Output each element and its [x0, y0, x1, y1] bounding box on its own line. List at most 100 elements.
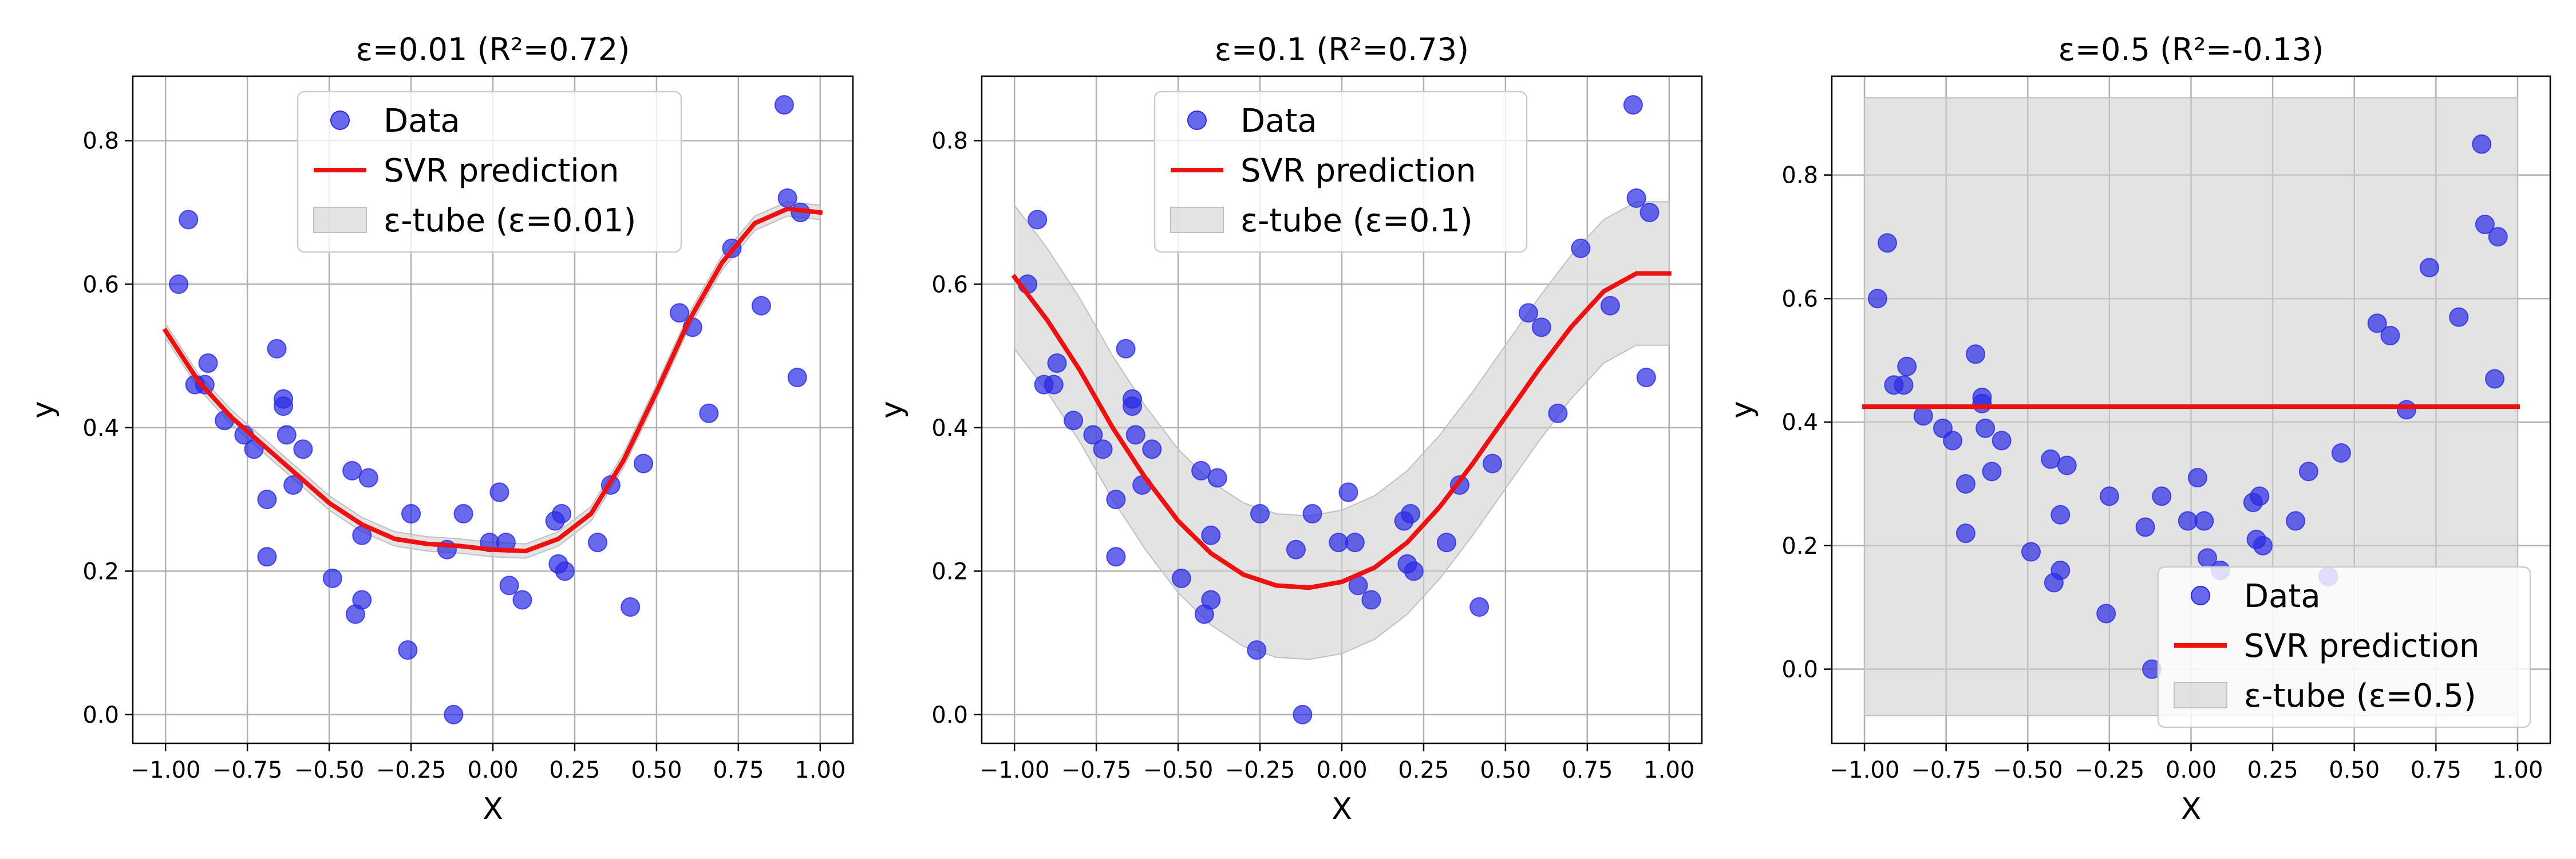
data-point [499, 576, 519, 596]
data-point [1972, 393, 1992, 413]
x-tick-label: 1.00 [795, 757, 846, 783]
data-point [2041, 449, 2061, 469]
data-point [342, 460, 362, 480]
data-point [2397, 400, 2416, 420]
legend: Data SVR prediction ε-tube (ε=0.1) [1153, 90, 1528, 253]
x-tick-label: −1.00 [131, 757, 201, 783]
chart-title: ε=0.5 (R²=-0.13) [2059, 31, 2324, 68]
svr-prediction-line [162, 206, 823, 554]
legend-label: Data [1240, 103, 1317, 140]
data-point [1338, 482, 1358, 502]
data-point [2449, 307, 2469, 327]
x-tick-label: −0.25 [2075, 757, 2145, 783]
data-point [1571, 238, 1591, 258]
legend-label: ε-tube (ε=0.01) [384, 202, 636, 239]
data-point [777, 188, 797, 208]
x-ticks: −1.00 −0.75 −0.50 −0.25 0.00 0.25 0.50 0.75 1.00 [131, 743, 846, 783]
data-point [358, 468, 378, 488]
chart-title: ε=0.01 (R²=0.72) [356, 31, 630, 68]
data-point [1207, 468, 1227, 488]
y-tick-label: 0.6 [931, 271, 968, 298]
legend-tube-swatch [2174, 682, 2227, 708]
y-tick-label: 0.6 [82, 271, 119, 298]
x-tick-label: 0.25 [2247, 757, 2298, 783]
x-tick-label: 0.00 [1316, 757, 1367, 783]
data-point [1044, 375, 1064, 395]
data-point [1302, 504, 1322, 524]
data-point [2050, 505, 2071, 525]
data-point [2331, 443, 2351, 463]
data-point [352, 590, 372, 610]
legend-data-marker [330, 111, 350, 130]
data-point [1436, 533, 1456, 553]
data-point [634, 454, 654, 474]
y-axis-label: y [26, 401, 60, 419]
data-point [1966, 344, 1985, 364]
data-point [322, 568, 342, 588]
x-axis-label: X [1332, 792, 1352, 826]
chart-panel-2: −1.00 −0.75 −0.50 −0.25 0.00 0.25 0.50 0.75 1.00… [875, 31, 1703, 826]
data-point [2485, 369, 2505, 389]
x-tick-label: −0.75 [212, 757, 283, 783]
data-point [2419, 258, 2439, 278]
y-tick-label: 0.8 [931, 128, 968, 155]
y-axis-label: y [875, 401, 909, 419]
y-ticks: 0.0 0.2 0.4 0.6 0.8 [1781, 163, 1832, 683]
data-point [293, 439, 313, 459]
epsilon-tube [1014, 201, 1670, 660]
x-tick-label: 0.00 [467, 757, 518, 783]
data-point [2096, 604, 2116, 624]
data-point [1286, 539, 1306, 559]
data-point [1867, 289, 1887, 309]
legend: Data SVR prediction ε-tube (ε=0.5) [2157, 566, 2531, 728]
x-tick-label: 0.75 [2411, 757, 2462, 783]
data-point [2286, 511, 2306, 531]
data-point [774, 95, 794, 115]
legend-box [1153, 90, 1528, 253]
data-point [1548, 403, 1568, 423]
data-point [1028, 210, 1048, 230]
data-point [257, 547, 277, 567]
data-point [1626, 188, 1646, 208]
data-point [2488, 227, 2508, 247]
data-point [2253, 535, 2273, 555]
data-point [398, 640, 418, 660]
legend-label: ε-tube (ε=0.1) [1240, 202, 1473, 239]
chart-panel-3: −1.00 −0.75 −0.50 −0.25 0.00 0.25 0.50 0.75 1.00… [1725, 31, 2551, 826]
data-point [1623, 95, 1643, 115]
legend-label: ε-tube (ε=0.5) [2244, 677, 2476, 715]
data-point [1250, 504, 1270, 524]
data-point [669, 303, 689, 323]
legend-label: SVR prediction [2244, 628, 2480, 665]
data-point [179, 210, 199, 230]
x-tick-label: 0.50 [1480, 757, 1531, 783]
x-tick-label: −0.50 [1993, 757, 2063, 783]
data-point [257, 490, 277, 510]
svr-prediction-line [1011, 271, 1672, 590]
data-point [1191, 460, 1211, 480]
data-point [169, 274, 189, 294]
data-point [1093, 439, 1113, 459]
data-point [1404, 561, 1424, 581]
y-tick-label: 0.4 [82, 415, 119, 442]
data-point [2298, 462, 2318, 482]
y-tick-label: 0.0 [82, 702, 119, 728]
data-point [1083, 425, 1103, 445]
data-point [444, 704, 464, 724]
data-point [552, 504, 572, 524]
data-point [1955, 523, 1976, 543]
data-point [1201, 590, 1221, 610]
data-point [1531, 317, 1551, 337]
data-point [1106, 547, 1126, 567]
data-point [2187, 468, 2207, 488]
x-tick-label: 0.00 [2166, 757, 2217, 783]
data-point [283, 475, 303, 495]
data-point [2475, 214, 2495, 234]
data-point [276, 425, 297, 445]
data-point [1116, 339, 1136, 359]
data-point [2250, 486, 2270, 506]
y-tick-label: 0.2 [82, 558, 119, 585]
data-point [2178, 511, 2198, 531]
data-point [787, 368, 807, 388]
